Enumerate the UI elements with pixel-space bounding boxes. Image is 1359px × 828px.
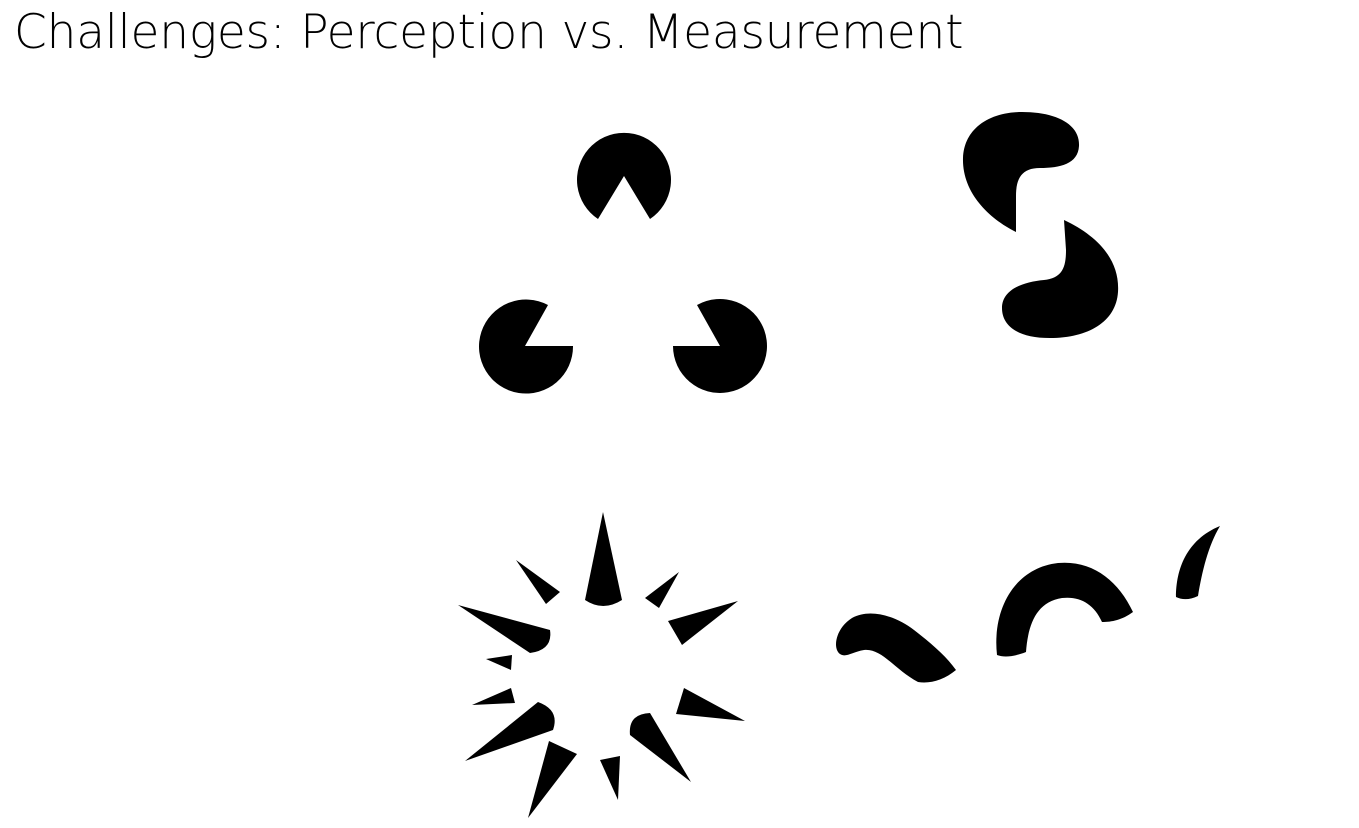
pacman-bottom-left [479, 299, 574, 394]
wedge-upper-right [645, 572, 679, 608]
wedge-upper-left [516, 560, 560, 604]
wedge-left-long [458, 605, 551, 653]
illusory-circle-starburst-figure [458, 512, 745, 818]
wedge-bottom-left [528, 741, 577, 818]
wedge-right-upper [668, 601, 738, 645]
curve-segment-left [836, 613, 956, 683]
illusory-curve-figure [962, 112, 1119, 338]
pacman-top [577, 132, 672, 219]
curve-segment-right [1176, 526, 1220, 600]
wedge-left-small [486, 655, 512, 670]
illusory-curved-line-figure [836, 526, 1220, 683]
wedge-lower-right-long [629, 713, 691, 782]
curve-segment-middle [996, 562, 1133, 657]
pacman-bottom-right [673, 298, 767, 393]
slide-title: Challenges: Perception vs. Measurement [14, 5, 964, 60]
wedge-lower-left-long [465, 702, 555, 761]
wedge-right-lower [676, 688, 745, 721]
lower-curve-blob [1002, 220, 1119, 338]
wedge-left-lower-small [472, 688, 515, 705]
upper-curve-blob [962, 112, 1080, 232]
wedge-bottom [600, 756, 620, 800]
wedge-top [585, 512, 622, 606]
kanizsa-triangle-figure [479, 132, 767, 394]
